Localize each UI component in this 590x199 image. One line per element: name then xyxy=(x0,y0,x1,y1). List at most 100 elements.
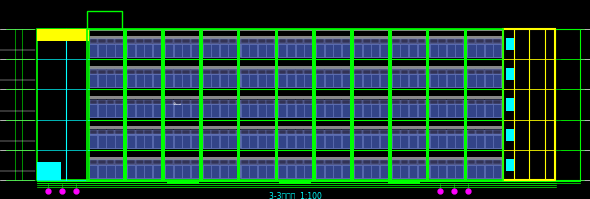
Bar xyxy=(228,104,237,117)
Bar xyxy=(145,39,152,43)
Bar xyxy=(438,44,446,57)
Bar xyxy=(354,104,362,117)
Bar xyxy=(136,70,144,74)
Bar xyxy=(409,135,417,147)
Bar xyxy=(371,100,379,104)
Bar xyxy=(325,165,333,178)
Bar xyxy=(87,11,122,29)
Bar xyxy=(220,70,228,74)
Bar xyxy=(165,74,173,87)
Bar xyxy=(98,160,106,164)
Bar xyxy=(316,70,324,74)
Bar xyxy=(278,130,286,134)
Bar xyxy=(89,74,97,87)
Bar xyxy=(87,35,503,39)
Bar xyxy=(430,160,438,164)
Bar xyxy=(429,69,464,87)
Bar xyxy=(182,44,190,57)
Bar xyxy=(316,104,324,117)
Bar xyxy=(418,104,425,117)
Bar xyxy=(353,69,388,87)
Bar xyxy=(145,100,152,104)
Bar xyxy=(37,32,89,41)
Bar xyxy=(476,70,484,74)
Bar xyxy=(484,104,493,117)
Bar xyxy=(106,44,114,57)
Bar xyxy=(115,74,123,87)
Bar xyxy=(249,44,257,57)
Bar xyxy=(455,104,463,117)
Bar xyxy=(173,70,182,74)
Bar xyxy=(274,29,278,180)
Bar xyxy=(240,160,275,165)
Bar xyxy=(211,165,219,178)
Bar xyxy=(220,74,228,87)
Bar xyxy=(191,130,199,134)
Bar xyxy=(447,39,455,43)
Bar xyxy=(455,165,463,178)
Bar xyxy=(485,130,493,134)
Bar xyxy=(250,100,257,104)
Bar xyxy=(455,44,463,57)
Bar xyxy=(106,74,114,87)
Bar xyxy=(266,100,274,104)
Bar xyxy=(455,39,463,43)
Bar xyxy=(353,130,388,148)
Bar xyxy=(182,100,190,104)
Bar xyxy=(90,39,97,43)
Bar xyxy=(173,39,182,43)
Bar xyxy=(430,44,438,57)
Bar xyxy=(173,160,182,164)
Bar xyxy=(354,160,362,164)
Bar xyxy=(266,74,274,87)
Bar xyxy=(430,100,438,104)
Bar xyxy=(409,39,417,43)
Bar xyxy=(304,70,312,74)
Bar xyxy=(115,165,123,178)
Bar xyxy=(145,160,152,164)
Bar xyxy=(333,165,342,178)
Bar xyxy=(115,100,123,104)
Bar xyxy=(493,104,501,117)
Bar xyxy=(447,165,455,178)
Bar xyxy=(342,104,350,117)
Bar xyxy=(506,68,514,80)
Bar xyxy=(325,104,333,117)
Bar xyxy=(409,104,417,117)
Bar xyxy=(506,159,514,171)
Bar xyxy=(325,135,333,147)
Bar xyxy=(278,160,313,165)
Bar xyxy=(182,39,190,43)
Bar xyxy=(161,29,165,180)
Bar xyxy=(467,100,501,117)
Bar xyxy=(388,180,421,184)
Bar xyxy=(493,70,501,74)
Bar xyxy=(202,160,237,165)
Bar xyxy=(145,104,152,117)
Bar xyxy=(313,29,316,180)
Bar xyxy=(165,39,173,43)
Bar xyxy=(476,100,484,104)
Bar xyxy=(107,160,114,164)
Bar xyxy=(145,135,152,147)
Bar xyxy=(127,100,135,104)
Bar xyxy=(173,130,182,134)
Bar xyxy=(493,160,501,164)
Bar xyxy=(484,44,493,57)
Bar xyxy=(342,70,350,74)
Bar xyxy=(173,165,182,178)
Bar xyxy=(391,160,426,178)
Bar xyxy=(228,44,237,57)
Bar xyxy=(409,44,417,57)
Bar xyxy=(401,135,408,147)
Bar xyxy=(418,160,425,164)
Bar xyxy=(464,29,467,180)
Bar xyxy=(191,39,199,43)
Bar xyxy=(127,130,162,134)
Bar xyxy=(316,160,350,165)
Bar xyxy=(127,39,135,43)
Bar xyxy=(316,100,350,117)
Bar xyxy=(476,135,484,147)
Bar xyxy=(468,70,476,74)
Bar xyxy=(392,70,400,74)
